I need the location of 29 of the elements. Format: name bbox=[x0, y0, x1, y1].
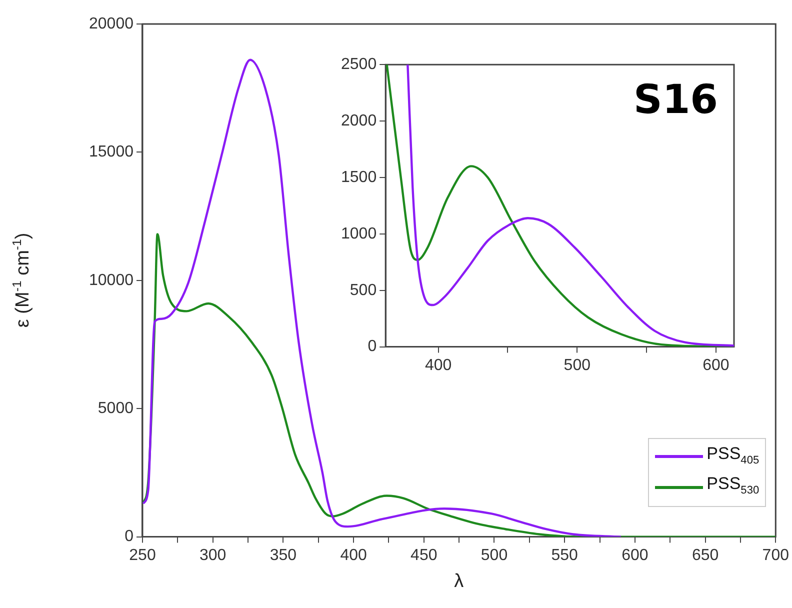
x-tick-label: 400 bbox=[340, 546, 367, 564]
y-tick-label: 2500 bbox=[341, 56, 377, 74]
x-tick-label: 400 bbox=[424, 356, 452, 374]
annotation: S16 bbox=[634, 76, 718, 123]
y-tick-label: 2000 bbox=[341, 112, 377, 130]
y-tick-label: 1000 bbox=[341, 225, 377, 242]
x-tick-label: 250 bbox=[129, 546, 156, 564]
y-tick-label: 0 bbox=[124, 528, 134, 546]
y-tick-label: 0 bbox=[368, 338, 377, 356]
x-tick-label: 500 bbox=[480, 546, 508, 564]
x-tick-label: 600 bbox=[622, 546, 648, 564]
x-tick-label: 650 bbox=[692, 546, 719, 564]
x-tick-label: 450 bbox=[410, 546, 438, 564]
legend-label: PSS$_{405}$ bbox=[706, 442, 760, 468]
x-tick-label: 350 bbox=[270, 546, 297, 564]
x-axis-title: λ bbox=[454, 570, 464, 593]
y-tick-label: 5000 bbox=[98, 400, 134, 418]
y-tick-label: 500 bbox=[350, 282, 377, 299]
y-tick-label: 20000 bbox=[88, 15, 134, 32]
y-tick-label: 1500 bbox=[341, 168, 377, 186]
x-tick-label: 550 bbox=[551, 546, 578, 564]
y-tick-label: 10000 bbox=[88, 272, 134, 289]
legend-label: PSS$_{530}$ bbox=[706, 473, 760, 499]
x-tick-label: 700 bbox=[762, 546, 790, 564]
line-series bbox=[142, 58, 622, 537]
x-tick-label: 600 bbox=[702, 356, 730, 374]
y-tick-label: 15000 bbox=[88, 144, 134, 161]
x-tick-label: 500 bbox=[564, 356, 591, 374]
x-tick-label: 300 bbox=[199, 546, 226, 564]
